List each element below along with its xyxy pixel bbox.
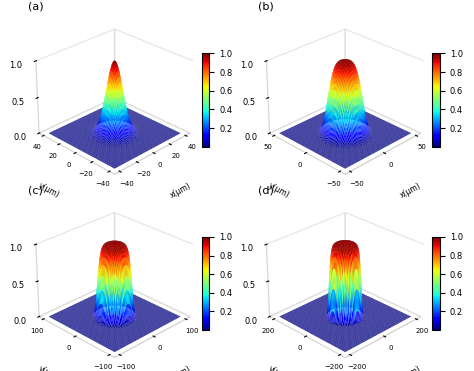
X-axis label: x(μm): x(μm) xyxy=(399,364,423,371)
Y-axis label: y(μm): y(μm) xyxy=(267,181,292,200)
X-axis label: x(μm): x(μm) xyxy=(168,181,192,200)
X-axis label: x(μm): x(μm) xyxy=(399,181,423,200)
Text: (b): (b) xyxy=(258,2,274,12)
Text: (c): (c) xyxy=(27,186,43,196)
Y-axis label: y(μm): y(μm) xyxy=(36,364,61,371)
Y-axis label: y(μm): y(μm) xyxy=(267,364,292,371)
Text: (d): (d) xyxy=(258,186,274,196)
Text: (a): (a) xyxy=(27,2,43,12)
X-axis label: x(μm): x(μm) xyxy=(168,364,192,371)
Y-axis label: y(μm): y(μm) xyxy=(36,181,61,200)
